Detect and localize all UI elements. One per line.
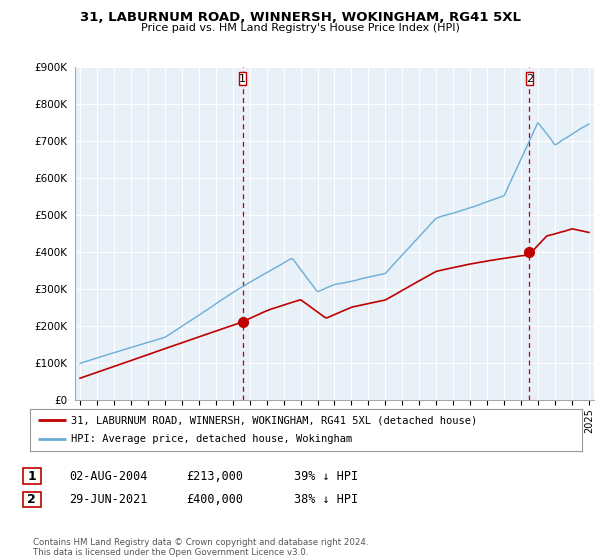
Text: 31, LABURNUM ROAD, WINNERSH, WOKINGHAM, RG41 5XL (detached house): 31, LABURNUM ROAD, WINNERSH, WOKINGHAM, … (71, 415, 478, 425)
Text: Price paid vs. HM Land Registry's House Price Index (HPI): Price paid vs. HM Land Registry's House … (140, 23, 460, 33)
Text: 39% ↓ HPI: 39% ↓ HPI (294, 469, 358, 483)
Text: 1: 1 (239, 74, 246, 83)
Text: £400,000: £400,000 (186, 493, 243, 506)
Text: 38% ↓ HPI: 38% ↓ HPI (294, 493, 358, 506)
FancyBboxPatch shape (526, 72, 533, 85)
Text: 31, LABURNUM ROAD, WINNERSH, WOKINGHAM, RG41 5XL: 31, LABURNUM ROAD, WINNERSH, WOKINGHAM, … (79, 11, 521, 24)
Text: 2: 2 (526, 74, 533, 83)
Text: £213,000: £213,000 (186, 469, 243, 483)
Text: Contains HM Land Registry data © Crown copyright and database right 2024.
This d: Contains HM Land Registry data © Crown c… (33, 538, 368, 557)
Text: 1: 1 (28, 469, 36, 483)
Text: 2: 2 (28, 493, 36, 506)
FancyBboxPatch shape (239, 72, 246, 85)
Text: 02-AUG-2004: 02-AUG-2004 (69, 469, 148, 483)
Text: 29-JUN-2021: 29-JUN-2021 (69, 493, 148, 506)
Text: HPI: Average price, detached house, Wokingham: HPI: Average price, detached house, Woki… (71, 435, 353, 445)
